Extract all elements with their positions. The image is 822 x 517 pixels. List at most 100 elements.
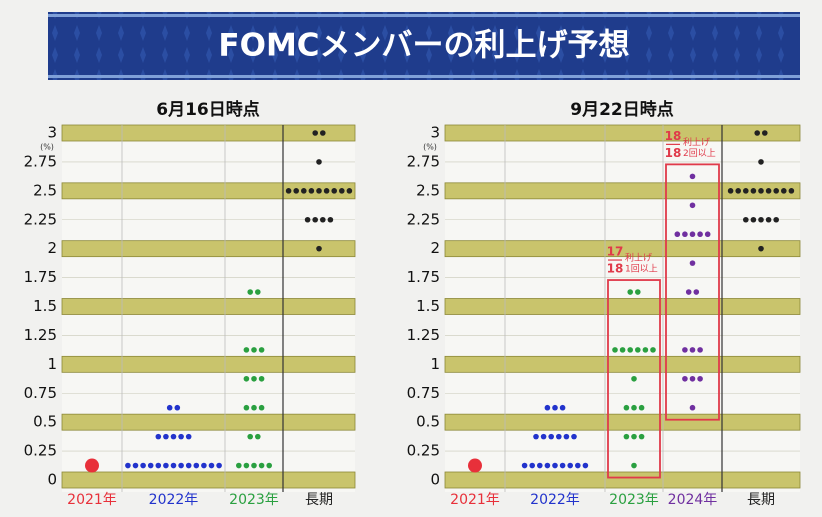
dot bbox=[320, 216, 326, 223]
dot bbox=[323, 188, 330, 194]
chart-title: 9月22日時点 bbox=[570, 99, 674, 120]
dot bbox=[697, 231, 703, 238]
band bbox=[61, 298, 356, 315]
annotation-text: 2回以上 bbox=[683, 148, 716, 159]
dot bbox=[689, 347, 696, 353]
dot bbox=[243, 375, 250, 382]
annotation-text: 1回以上 bbox=[625, 264, 658, 275]
y-tick-label: 1 bbox=[47, 355, 57, 373]
band bbox=[444, 124, 801, 142]
y-tick-label: 2.25 bbox=[407, 210, 440, 228]
dot bbox=[544, 404, 551, 411]
dot bbox=[258, 375, 265, 382]
band bbox=[444, 182, 801, 200]
dot bbox=[567, 462, 573, 469]
dot bbox=[308, 188, 315, 194]
band bbox=[444, 298, 801, 315]
y-tick-label: 0.5 bbox=[33, 413, 57, 431]
annotation-text: 利上げ bbox=[683, 136, 710, 148]
dot bbox=[758, 188, 764, 194]
band bbox=[61, 240, 356, 258]
y-tick-label: 1.25 bbox=[407, 326, 440, 344]
dot bbox=[243, 347, 250, 353]
unit-label: (%) bbox=[423, 143, 437, 152]
y-tick-label: 2.5 bbox=[33, 181, 57, 199]
dot bbox=[674, 231, 681, 238]
dot bbox=[735, 188, 741, 194]
dot bbox=[552, 404, 558, 411]
x-tick-label: 2023年 bbox=[609, 492, 659, 508]
dot bbox=[689, 202, 696, 209]
dot bbox=[174, 404, 181, 411]
y-tick-label: 2 bbox=[430, 239, 440, 257]
dot bbox=[331, 188, 338, 194]
dot bbox=[743, 188, 749, 194]
dot bbox=[247, 289, 253, 295]
dot bbox=[521, 462, 528, 469]
band bbox=[61, 182, 356, 200]
dot bbox=[689, 173, 696, 180]
dot bbox=[147, 462, 154, 469]
dot bbox=[316, 188, 322, 194]
dot bbox=[627, 289, 633, 295]
annotation-box bbox=[665, 163, 720, 421]
dot bbox=[185, 433, 192, 440]
band bbox=[61, 471, 356, 489]
dot bbox=[689, 260, 696, 266]
y-tick-label: 1 bbox=[430, 355, 440, 373]
dot bbox=[166, 404, 173, 411]
header-title: FOMCメンバーの利上げ予想 bbox=[218, 28, 629, 64]
x-tick-label: 2023年 bbox=[229, 492, 279, 508]
dot bbox=[638, 404, 645, 411]
x-tick-label: 2021年 bbox=[450, 492, 500, 508]
dot bbox=[243, 404, 250, 411]
dot bbox=[631, 433, 637, 440]
dot bbox=[743, 216, 749, 223]
dot bbox=[540, 433, 547, 440]
dot bbox=[773, 188, 779, 194]
x-tick-label: 長期 bbox=[747, 492, 775, 508]
band bbox=[61, 413, 356, 431]
dot bbox=[650, 347, 656, 353]
dot bbox=[155, 433, 162, 440]
dot bbox=[689, 231, 696, 238]
dot bbox=[693, 289, 700, 295]
annotation-numerator: 18 bbox=[665, 129, 682, 143]
dot bbox=[132, 462, 139, 469]
dot bbox=[468, 458, 482, 473]
dot bbox=[548, 433, 554, 440]
dot bbox=[689, 375, 696, 382]
dot bbox=[685, 289, 692, 295]
dot bbox=[544, 462, 551, 469]
dot bbox=[170, 433, 177, 440]
x-tick-label: 2022年 bbox=[149, 492, 199, 508]
y-tick-label: 0.75 bbox=[24, 384, 57, 402]
band bbox=[444, 471, 801, 489]
band bbox=[444, 413, 801, 431]
dot bbox=[316, 159, 322, 165]
dot bbox=[247, 433, 253, 440]
dot bbox=[254, 433, 261, 440]
dot bbox=[704, 231, 711, 238]
dot bbox=[251, 404, 257, 411]
dot bbox=[304, 216, 311, 223]
dot bbox=[201, 462, 207, 469]
dot bbox=[193, 462, 200, 469]
y-tick-label: 3 bbox=[430, 124, 440, 142]
y-tick-label: 0.5 bbox=[416, 413, 440, 431]
dot bbox=[185, 462, 192, 469]
dot bbox=[697, 375, 703, 382]
dot bbox=[635, 347, 641, 353]
annotation-text: 利上げ bbox=[625, 252, 652, 264]
y-tick-label: 1.5 bbox=[416, 297, 440, 315]
dot bbox=[638, 433, 645, 440]
dot bbox=[758, 159, 764, 165]
dot bbox=[754, 130, 760, 136]
dot bbox=[251, 375, 257, 382]
y-tick-label: 1.75 bbox=[407, 268, 440, 286]
dot bbox=[623, 433, 630, 440]
dot bbox=[762, 130, 768, 136]
dot bbox=[163, 433, 169, 440]
dot bbox=[208, 462, 215, 469]
dot bbox=[533, 433, 539, 440]
